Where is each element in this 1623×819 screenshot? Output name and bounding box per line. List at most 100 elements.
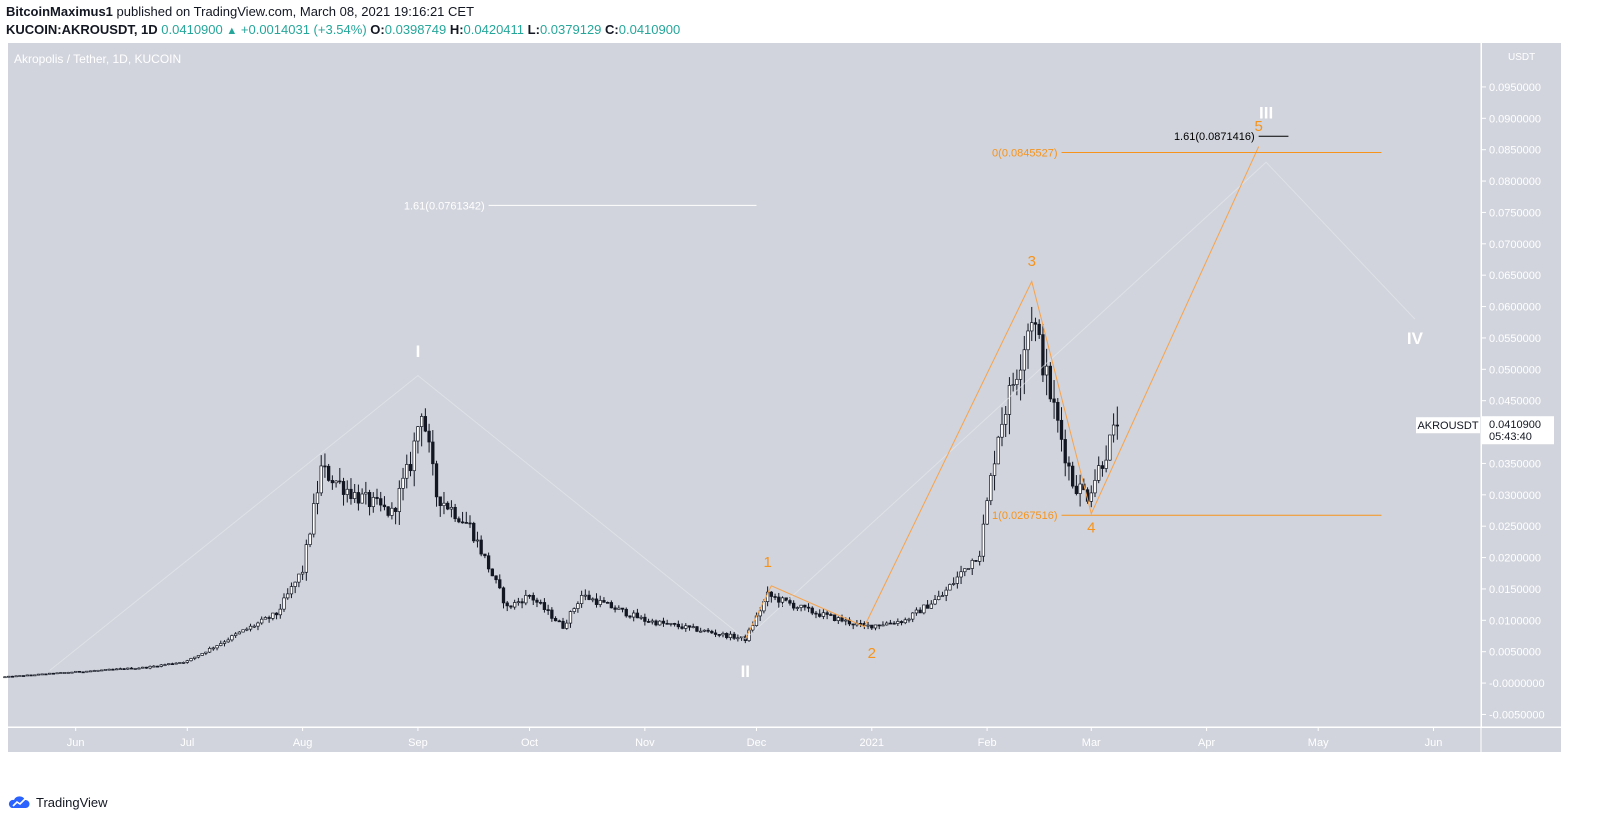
candle-body [300,571,305,575]
candle-body [799,604,803,608]
candle-body [1100,465,1105,469]
candle-body [107,668,111,671]
candle-body [319,465,323,494]
brand-label: TradingView [36,794,108,810]
candle-body [289,586,294,595]
candle-body [732,633,736,639]
currency-label: USDT [1508,52,1535,63]
candle-body [535,599,539,603]
candle-body [200,652,204,656]
candle-body [836,617,840,622]
candle-body [959,571,963,578]
candle-body [267,617,271,619]
last-price: 0.0410900 [161,22,223,37]
candle-body [330,480,335,484]
symbol-tag-label: AKROUSDT [1417,420,1478,432]
candle-body [918,609,922,614]
y-tick-label: 0.0650000 [1489,270,1541,282]
candle-body [672,623,677,625]
candle-body [341,481,346,495]
candle-body [981,523,986,557]
candle-body [684,625,688,629]
candle-body [539,601,543,604]
x-tick-label: Jun [1425,737,1443,749]
candle-body [308,533,312,545]
candle-body [494,575,498,581]
candle-body [736,637,740,640]
y-tick-label: -0.0000000 [1489,678,1545,690]
candle-body [44,673,48,676]
candle-body [460,521,465,524]
candle-body [780,597,785,603]
candle-body [334,480,338,484]
symbol-label: KUCOIN:AKROUSDT, 1D [6,22,158,37]
open-value: 0.0398749 [384,22,447,37]
candle-body [702,629,707,632]
candle-body [74,670,78,673]
candle-body [1111,424,1116,436]
candle-body [204,651,208,654]
candle-body [345,488,349,495]
candle-body [687,625,692,628]
x-tick-label: Mar [1082,737,1101,749]
candle-body [25,674,29,677]
candle-body [237,631,242,635]
candle-body [721,633,725,636]
candle-body [669,623,673,625]
candle-body [33,674,37,677]
candle-body [639,616,643,619]
candle-body [371,496,375,508]
low-value: 0.0379129 [539,22,602,37]
x-tick-label: Jul [180,737,194,749]
candle-body [66,672,70,674]
publisher-name[interactable]: BitcoinMaximus1 [6,4,113,19]
y-tick-label: 0.0600000 [1489,302,1541,314]
candle-body [1030,322,1034,332]
candle-body [163,664,167,666]
candle-body [650,620,654,623]
candle-body [386,506,390,516]
candle-body [14,675,18,678]
candle-body [133,668,137,670]
candle-body [992,463,997,476]
candle-body [777,596,781,603]
candle-body [885,622,889,626]
tradingview-logo[interactable]: TradingView [8,792,108,812]
candle-body [47,672,52,675]
candle-body [230,635,234,641]
candle-body [155,665,160,668]
candle-body [483,553,487,557]
candle-body [706,629,710,632]
candle-body [635,612,640,619]
candle-body [1063,439,1067,464]
candle-body [810,607,814,614]
candle-body [1104,459,1108,469]
x-tick-label: Sep [408,737,428,749]
candle-body [486,555,491,570]
fib-level-label: 1.61(0.0761342) [404,200,485,212]
candle-body [100,669,104,672]
candle-body [1078,483,1082,494]
candle-body [1037,323,1041,335]
candle-body [832,614,837,622]
candle-body [181,662,186,664]
candle-body [286,593,290,599]
candle-body [393,507,398,512]
low-label: L: [527,22,540,37]
candle-body [18,675,22,677]
candle-body [472,522,476,542]
candle-body [7,675,11,678]
candle-body [516,601,521,604]
candle-body [996,436,1000,465]
candle-body [360,493,364,504]
candle-body [617,607,621,610]
x-tick-label: Jun [67,737,85,749]
publish-info: BitcoinMaximus1 published on TradingView… [6,4,474,22]
price-tag [1482,416,1554,445]
candle-body [1108,434,1112,461]
high-value: 0.0420411 [463,22,525,37]
wave-label: 1 [763,554,771,571]
candle-body [29,674,33,677]
candle-body [725,633,729,638]
